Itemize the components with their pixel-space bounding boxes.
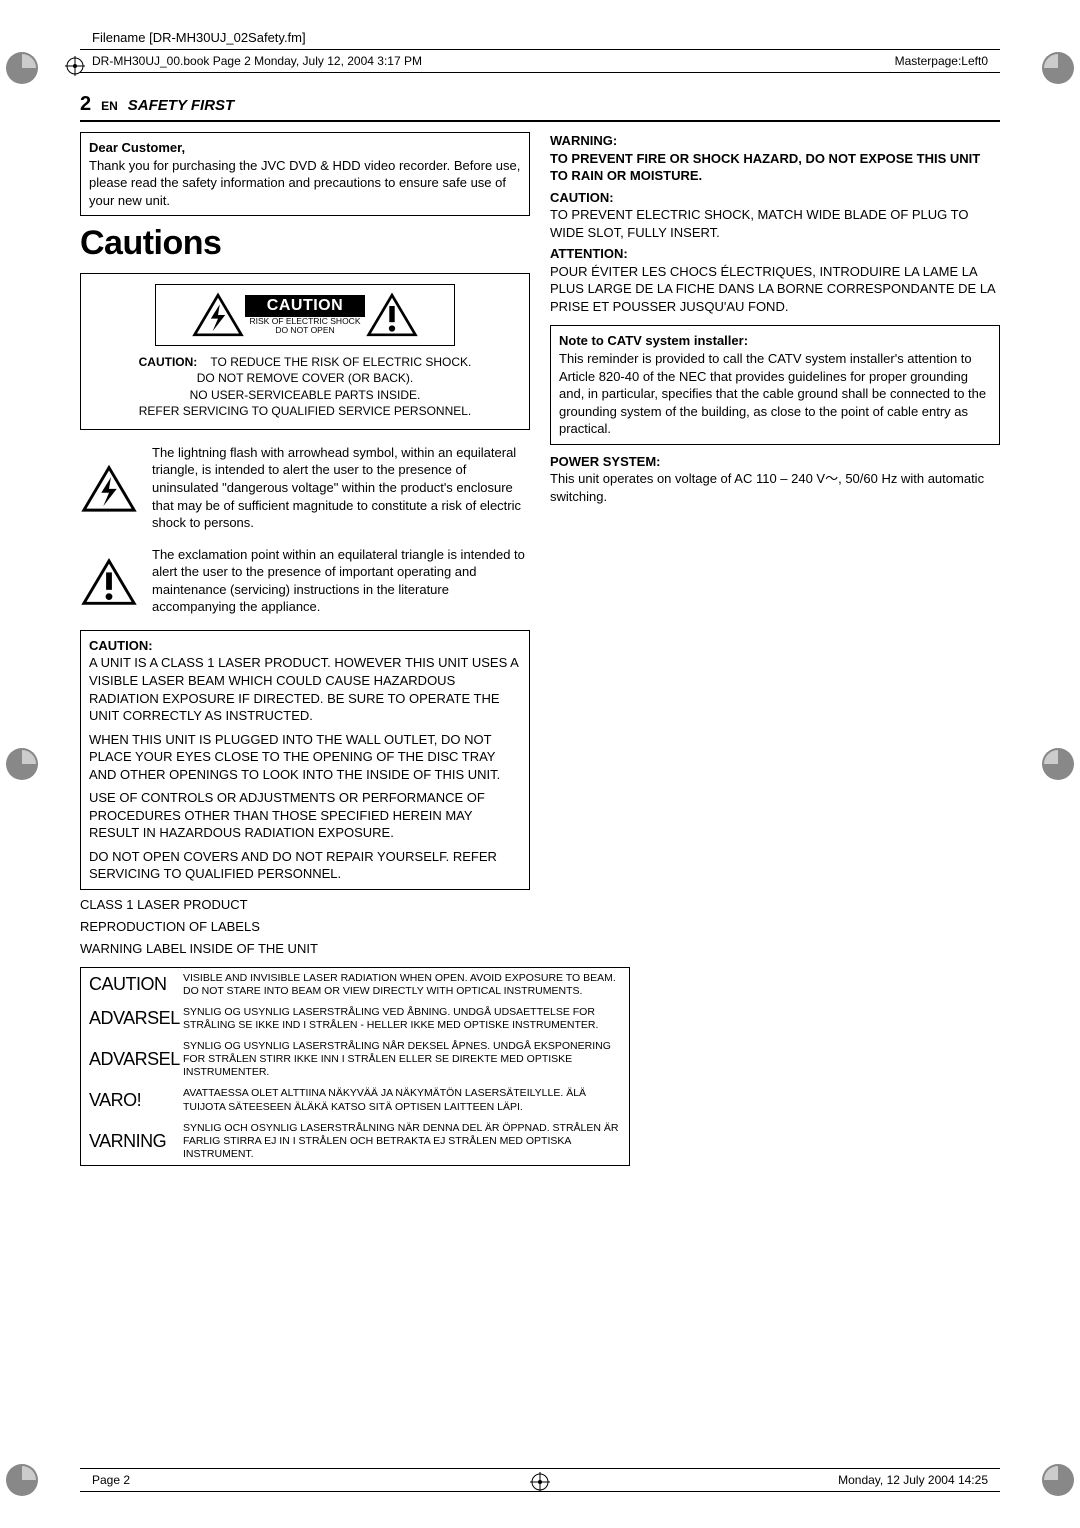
page-number: 2 — [80, 93, 91, 116]
caution-graphic-box: CAUTION RISK OF ELECTRIC SHOCK DO NOT OP… — [80, 273, 530, 430]
excl-explain-row: The exclamation point within an equilate… — [80, 546, 530, 616]
label-row: VARO! AVATTAESSA OLET ALTTIINA NÄKYVÄÄ J… — [81, 1083, 629, 1117]
caution-under-l1: TO REDUCE THE RISK OF ELECTRIC SHOCK. — [210, 355, 471, 369]
caution-heading: CAUTION: — [550, 190, 614, 205]
label-lang: ADVARSEL — [89, 1049, 173, 1070]
label-lang: ADVARSEL — [89, 1008, 173, 1029]
page-lang: EN — [101, 99, 118, 113]
label-row: VARNING SYNLIG OCH OSYNLIG LASERSTRÅLNIN… — [81, 1118, 629, 1165]
catv-heading: Note to CATV system installer: — [559, 333, 748, 348]
attention-heading: ATTENTION: — [550, 246, 628, 261]
laser-caution-p2: WHEN THIS UNIT IS PLUGGED INTO THE WALL … — [89, 731, 521, 784]
header-masterpage: Masterpage:Left0 — [895, 54, 988, 68]
warning-body: TO PREVENT FIRE OR SHOCK HAZARD, DO NOT … — [550, 151, 980, 184]
label-lang: VARNING — [89, 1131, 173, 1152]
lightning-explain-text: The lightning flash with arrowhead symbo… — [152, 444, 530, 532]
label-row: ADVARSEL SYNLIG OG USYNLIG LASERSTRÅLING… — [81, 1002, 629, 1036]
caution-under-l3: NO USER-SERVICEABLE PARTS INSIDE. — [190, 388, 421, 402]
footer-left: Page 2 — [92, 1473, 130, 1487]
attention-body: POUR ÉVITER LES CHOCS ÉLECTRIQUES, INTRO… — [550, 264, 995, 314]
after-box-l3: WARNING LABEL INSIDE OF THE UNIT — [80, 940, 530, 958]
exclamation-triangle-icon — [365, 291, 419, 339]
footer-right: Monday, 12 July 2004 14:25 — [838, 1473, 988, 1487]
page-header: 2 EN SAFETY FIRST — [80, 93, 1000, 122]
warning-heading: WARNING: — [550, 133, 617, 148]
header-row: DR-MH30UJ_00.book Page 2 Monday, July 12… — [80, 49, 1000, 73]
footer-row: Page 2 Monday, 12 July 2004 14:25 — [80, 1468, 1000, 1492]
exclamation-triangle-icon — [80, 548, 138, 616]
laser-caution-box: CAUTION: A UNIT IS A CLASS 1 LASER PRODU… — [80, 630, 530, 890]
laser-caution-heading: CAUTION: — [89, 638, 153, 653]
section-title: SAFETY FIRST — [128, 97, 234, 114]
power-body: This unit operates on voltage of AC 110 … — [550, 471, 984, 504]
lightning-triangle-icon — [80, 446, 138, 532]
lightning-explain-row: The lightning flash with arrowhead symbo… — [80, 444, 530, 532]
excl-explain-text: The exclamation point within an equilate… — [152, 546, 530, 616]
cautions-title: Cautions — [80, 224, 530, 263]
caution-body: TO PREVENT ELECTRIC SHOCK, MATCH WIDE BL… — [550, 207, 968, 240]
after-box-l1: CLASS 1 LASER PRODUCT — [80, 896, 530, 914]
power-heading: POWER SYSTEM: — [550, 454, 661, 469]
caution-sub2: DO NOT OPEN — [275, 325, 334, 335]
dear-customer-body: Thank you for purchasing the JVC DVD & H… — [89, 158, 520, 208]
laser-caution-p4: DO NOT OPEN COVERS AND DO NOT REPAIR YOU… — [89, 848, 521, 883]
laser-caution-p1: A UNIT IS A CLASS 1 LASER PRODUCT. HOWEV… — [89, 655, 518, 723]
caution-black-label: CAUTION — [245, 295, 365, 317]
catv-body: This reminder is provided to call the CA… — [559, 351, 986, 436]
label-row: CAUTION VISIBLE AND INVISIBLE LASER RADI… — [81, 968, 629, 1002]
caution-under-l2: DO NOT REMOVE COVER (OR BACK). — [197, 371, 413, 385]
label-lang: CAUTION — [89, 974, 173, 995]
dear-customer-box: Dear Customer, Thank you for purchasing … — [80, 132, 530, 216]
dear-customer-heading: Dear Customer, — [89, 140, 185, 155]
catv-box: Note to CATV system installer: This remi… — [550, 325, 1000, 444]
label-row: ADVARSEL SYNLIG OG USYNLIG LASERSTRÅLING… — [81, 1036, 629, 1083]
warning-label-box: CAUTION VISIBLE AND INVISIBLE LASER RADI… — [80, 967, 630, 1167]
lightning-triangle-icon — [191, 291, 245, 339]
label-lang: VARO! — [89, 1090, 173, 1111]
caution-under-label: CAUTION: — [139, 355, 198, 369]
laser-caution-p3: USE OF CONTROLS OR ADJUSTMENTS OR PERFOR… — [89, 789, 521, 842]
caution-under-l4: REFER SERVICING TO QUALIFIED SERVICE PER… — [139, 404, 472, 418]
header-filename: Filename [DR-MH30UJ_02Safety.fm] — [80, 30, 1000, 45]
after-box-l2: REPRODUCTION OF LABELS — [80, 918, 530, 936]
header-bookline: DR-MH30UJ_00.book Page 2 Monday, July 12… — [92, 54, 422, 68]
